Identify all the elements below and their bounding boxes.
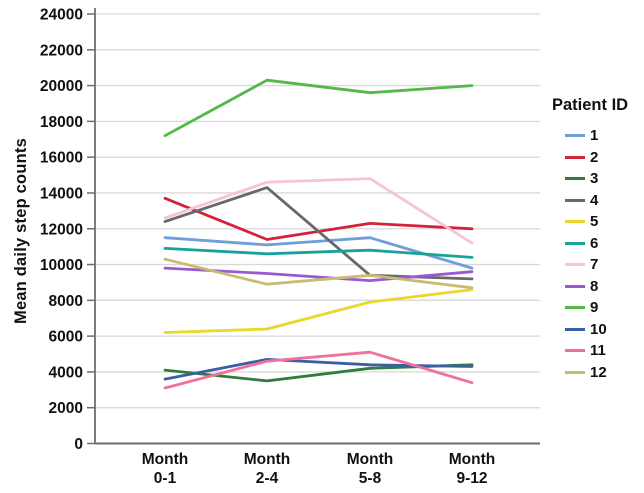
legend-item-2: 2 (565, 147, 644, 169)
legend-swatch-10 (565, 327, 585, 331)
legend-items: 1 2 3 4 5 6 7 8 9 10 11 12 (552, 125, 644, 383)
legend-label: 6 (590, 234, 599, 252)
legend-label: 8 (590, 277, 599, 295)
y-tick-label: 2000 (49, 400, 83, 417)
legend-swatch-7 (565, 263, 585, 267)
legend-item-10: 10 (565, 319, 644, 341)
legend-item-11: 11 (565, 340, 644, 362)
y-tick-label: 24000 (40, 7, 83, 24)
x-axis-label: Month 2-4 (244, 451, 290, 487)
legend-label: 11 (590, 342, 606, 360)
legend-item-5: 5 (565, 211, 644, 233)
series-line-9 (163, 78, 474, 138)
y-tick-label: 16000 (40, 150, 83, 167)
legend-label: 10 (590, 320, 607, 338)
x-axis-label: Month 0-1 (142, 451, 188, 487)
y-tick-label: 0 (74, 436, 83, 453)
legend-swatch-3 (565, 177, 585, 181)
series-line-5 (163, 288, 474, 334)
y-tick-label: 22000 (40, 42, 83, 59)
x-axis-label: Month 5-8 (347, 451, 393, 487)
legend-item-7: 7 (565, 254, 644, 276)
y-tick-label: 12000 (40, 221, 83, 238)
legend-swatch-12 (565, 370, 585, 374)
legend-label: 12 (590, 363, 607, 381)
series-line-2 (163, 196, 474, 241)
y-tick-label: 14000 (40, 185, 83, 202)
legend-label: 1 (590, 127, 599, 145)
series-line-12 (163, 257, 474, 290)
legend-label: 5 (590, 213, 599, 231)
y-tick-label: 20000 (40, 78, 83, 95)
series-line-10 (163, 357, 474, 381)
legend-swatch-2 (565, 155, 585, 159)
legend-item-4: 4 (565, 190, 644, 212)
legend-label: 9 (590, 299, 599, 317)
legend-label: 4 (590, 191, 599, 209)
legend-item-9: 9 (565, 297, 644, 319)
legend-swatch-9 (565, 306, 585, 310)
series-line-3 (163, 363, 474, 383)
series-line-7 (163, 177, 474, 245)
legend-item-12: 12 (565, 362, 644, 384)
legend-title: Patient ID (552, 96, 629, 114)
series-line-11 (163, 350, 474, 390)
y-tick-label: 18000 (40, 114, 83, 131)
y-tick-label: 4000 (49, 364, 83, 381)
y-tick-label: 10000 (40, 257, 83, 274)
legend-label: 3 (590, 170, 599, 188)
legend: Patient ID 1 2 3 4 5 6 7 8 9 10 11 12 (552, 96, 644, 383)
legend-swatch-5 (565, 220, 585, 224)
legend-item-1: 1 (565, 125, 644, 147)
x-axis-label: Month 9-12 (449, 451, 495, 487)
legend-item-6: 6 (565, 233, 644, 255)
y-tick-label: 8000 (49, 293, 83, 310)
legend-item-3: 3 (565, 168, 644, 190)
y-tick-label: 6000 (49, 329, 83, 346)
legend-item-8: 8 (565, 276, 644, 298)
legend-swatch-8 (565, 284, 585, 288)
legend-label: 7 (590, 256, 599, 274)
legend-label: 2 (590, 148, 599, 166)
series-line-6 (163, 246, 474, 259)
legend-swatch-6 (565, 241, 585, 245)
legend-swatch-4 (565, 198, 585, 202)
legend-swatch-11 (565, 349, 585, 353)
legend-swatch-1 (565, 134, 585, 138)
